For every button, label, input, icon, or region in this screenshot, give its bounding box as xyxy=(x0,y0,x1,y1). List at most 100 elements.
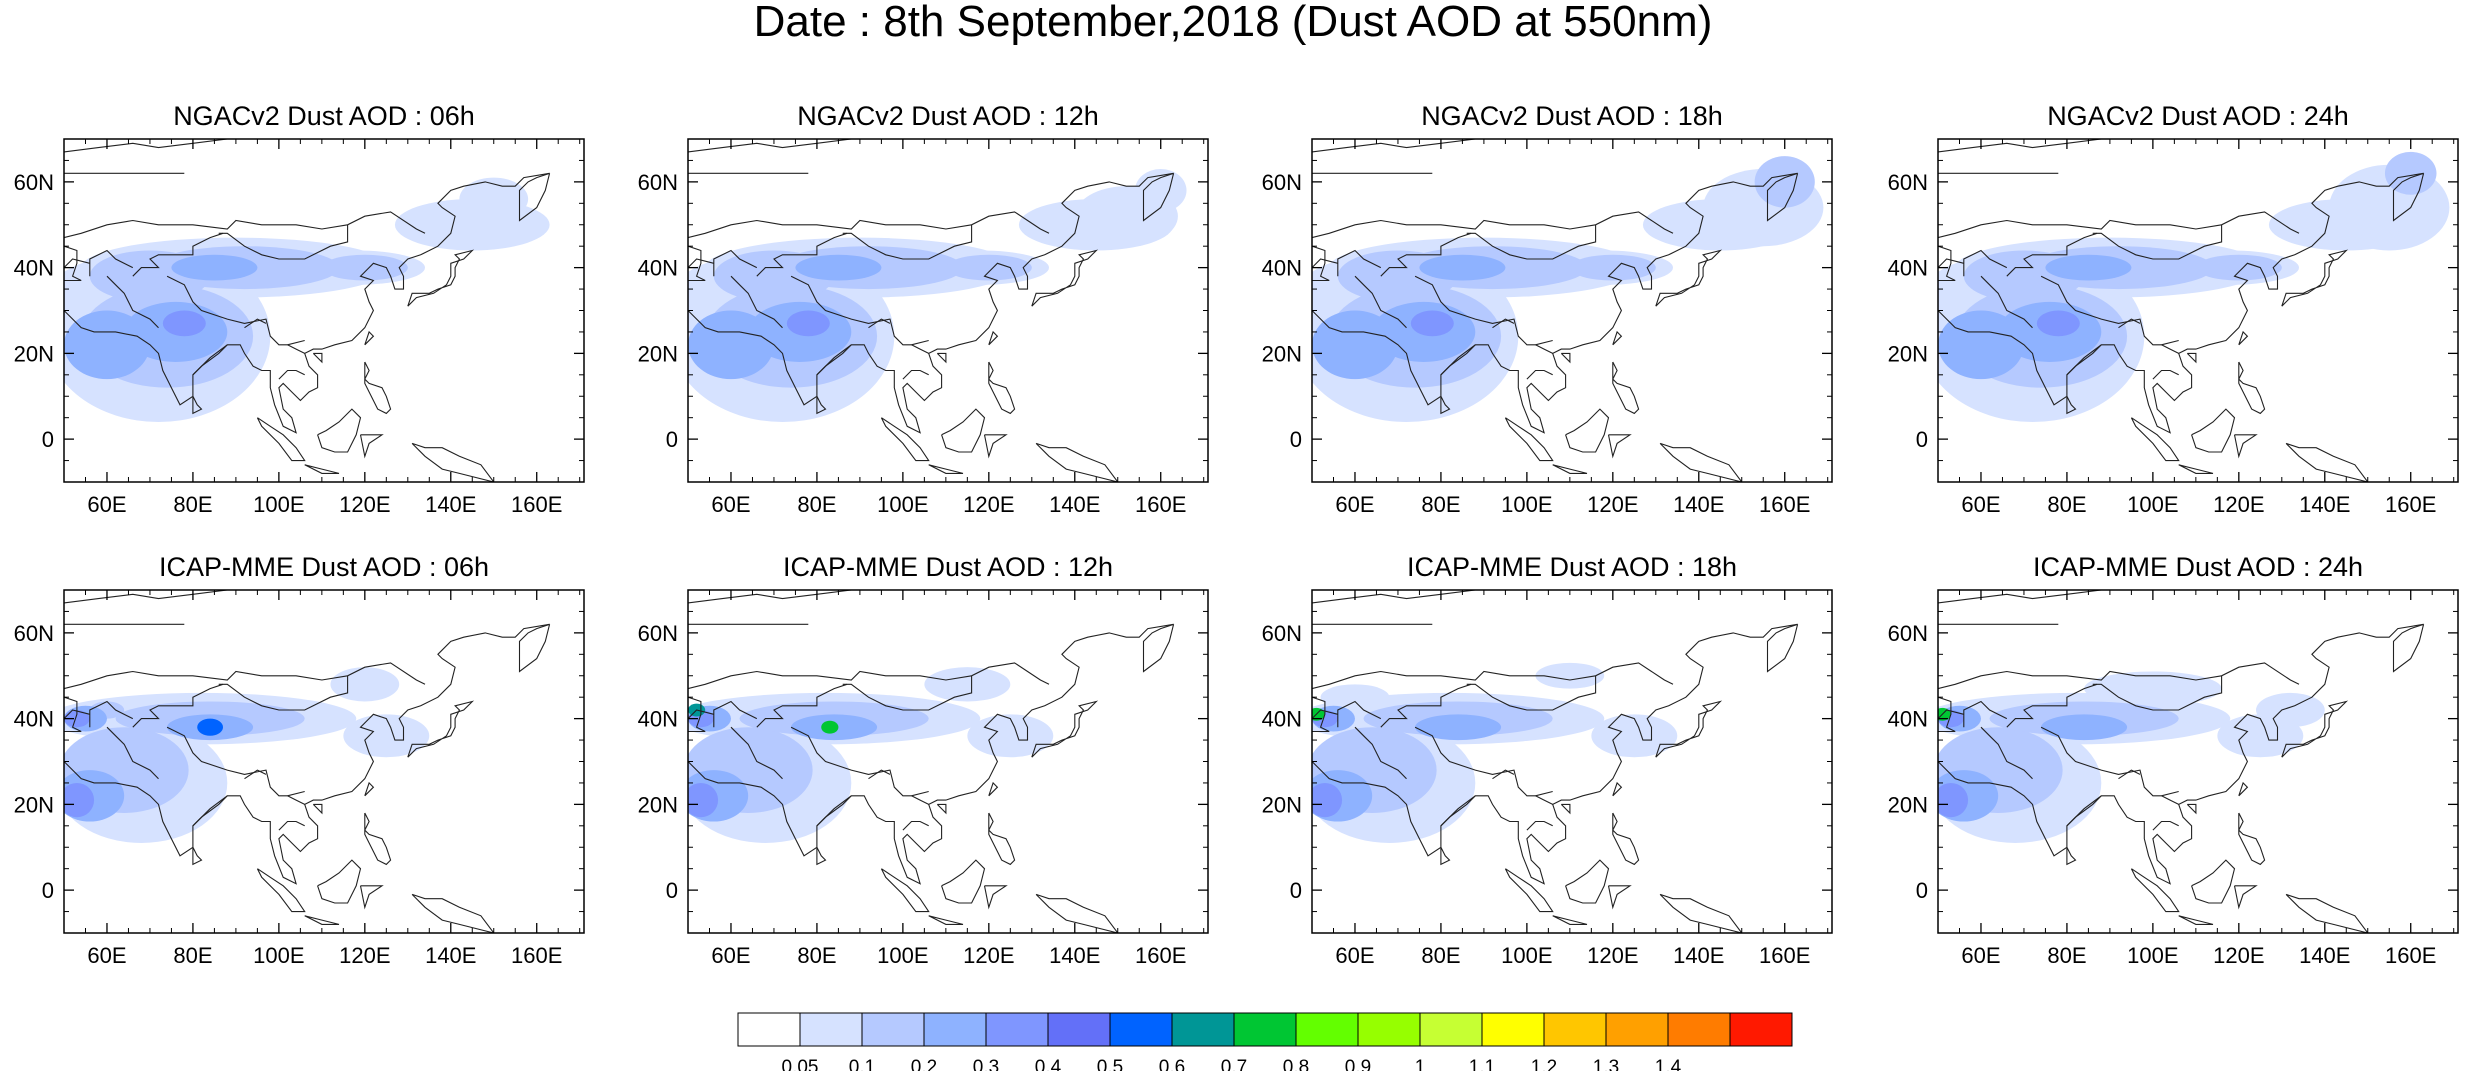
colorbar-label: 0.9 xyxy=(1345,1057,1371,1071)
coastline xyxy=(2161,344,2179,354)
lon-tick-label: 160E xyxy=(1759,492,1810,517)
coastline xyxy=(688,696,706,733)
coastline xyxy=(1659,442,1743,482)
coastline xyxy=(911,795,929,805)
coastline xyxy=(2281,249,2349,307)
coastline xyxy=(936,352,947,364)
lon-tick-label: 140E xyxy=(425,943,476,968)
coastline xyxy=(756,232,848,277)
aod-contour xyxy=(2195,254,2282,281)
coastline xyxy=(1560,352,1571,364)
coastline xyxy=(1414,726,1553,797)
coastline xyxy=(518,172,551,222)
coastline xyxy=(64,211,426,239)
lat-tick-label: 20N xyxy=(14,792,54,817)
lon-tick-label: 100E xyxy=(253,492,304,517)
coastline xyxy=(2118,318,2141,329)
coastline xyxy=(688,258,714,268)
coastline xyxy=(688,709,714,719)
aod-contour xyxy=(1938,310,2024,380)
colorbar-swatch xyxy=(1233,1012,1297,1047)
coastline xyxy=(1938,696,1956,733)
aod-contour xyxy=(1312,782,1343,818)
coastline xyxy=(192,396,203,415)
coastline xyxy=(1612,330,1623,346)
aod-contour xyxy=(2384,151,2437,195)
figure-title: Date : 8th September,2018 (Dust AOD at 5… xyxy=(753,0,1713,46)
map-panel: 60E 80E 100E 120E 140E 160E 60N 40N 20N 0 NGACv2 D… xyxy=(638,101,1209,517)
lon-tick-label: 160E xyxy=(2385,492,2436,517)
colorbar-swatch xyxy=(1047,1012,1111,1047)
coastline xyxy=(816,344,852,376)
coastlines xyxy=(688,139,1175,482)
lat-tick-label: 20N xyxy=(1888,792,1928,817)
map-panel: 60E 80E 100E 120E 140E 160E 60N 40N 20N 0 ICAP-MME… xyxy=(1888,552,2459,968)
map-panel: 60E 80E 100E 120E 140E 160E 60N 40N 20N 0 ICAP-MME… xyxy=(14,552,585,968)
lon-tick-label: 60E xyxy=(87,943,126,968)
coastline xyxy=(2186,803,2197,815)
coastline xyxy=(1766,172,1799,222)
coastline xyxy=(304,464,340,474)
colorbar-label: 0.8 xyxy=(1283,1057,1309,1071)
coastline xyxy=(911,344,929,354)
coastline xyxy=(983,885,1008,910)
lat-tick-label: 40N xyxy=(1262,256,1302,281)
coastline xyxy=(2118,769,2141,780)
coastline xyxy=(1440,847,1451,866)
aod-contour xyxy=(688,782,719,818)
lat-tick-label: 40N xyxy=(1888,256,1928,281)
lon-tick-label: 120E xyxy=(2213,943,2264,968)
coastline xyxy=(1142,172,1175,222)
map-panel: 60E 80E 100E 120E 140E 160E 60N 40N 20N 0 ICAP-MME… xyxy=(1262,552,1833,968)
coastline xyxy=(790,726,929,797)
coastline xyxy=(192,795,228,827)
coastline xyxy=(988,781,999,797)
coastline xyxy=(1337,249,1382,277)
coastline xyxy=(218,224,349,260)
aod-contour xyxy=(2256,692,2325,728)
coastline xyxy=(304,915,340,925)
coastline xyxy=(2066,795,2102,827)
lon-tick-label: 60E xyxy=(87,492,126,517)
aod-contour xyxy=(1415,714,1502,741)
coastline xyxy=(364,330,375,346)
coastline xyxy=(1938,709,1964,719)
coastline xyxy=(317,408,362,453)
lon-tick-label: 160E xyxy=(511,943,562,968)
lon-tick-label: 140E xyxy=(425,492,476,517)
coastline xyxy=(1354,726,1407,780)
lat-tick-label: 60N xyxy=(14,170,54,195)
coastline xyxy=(1612,781,1623,797)
coastline xyxy=(730,726,783,780)
coastline xyxy=(880,868,930,913)
coastline xyxy=(2161,795,2179,805)
coastline xyxy=(287,795,305,805)
coastline xyxy=(1963,249,2008,277)
coastline xyxy=(816,795,852,827)
coastline xyxy=(132,683,224,728)
coastline xyxy=(1535,344,1553,354)
coastline xyxy=(1655,249,1723,307)
coastline xyxy=(790,275,929,346)
coastline xyxy=(287,344,305,354)
colorbar-swatch xyxy=(1357,1012,1421,1047)
coastlines xyxy=(64,139,551,482)
lat-tick-label: 0 xyxy=(42,427,54,452)
coastline xyxy=(2186,352,2197,364)
colorbar-swatch xyxy=(1109,1012,1173,1047)
colorbar-label: 0.6 xyxy=(1159,1057,1185,1071)
coastline xyxy=(1337,700,1382,728)
coastline xyxy=(688,590,852,604)
lat-tick-label: 0 xyxy=(1290,427,1302,452)
coastline xyxy=(2130,417,2180,462)
coastline xyxy=(1380,683,1472,728)
coastline xyxy=(1938,139,2102,153)
coastline xyxy=(1031,700,1099,758)
coastline xyxy=(2238,330,2249,346)
coastline xyxy=(278,369,305,380)
colorbar-label: 0.2 xyxy=(911,1057,937,1071)
panel-title: NGACv2 Dust AOD : 24h xyxy=(2047,101,2349,131)
lon-tick-label: 80E xyxy=(797,943,836,968)
coastline xyxy=(1504,868,1554,913)
coastline xyxy=(2392,623,2425,673)
